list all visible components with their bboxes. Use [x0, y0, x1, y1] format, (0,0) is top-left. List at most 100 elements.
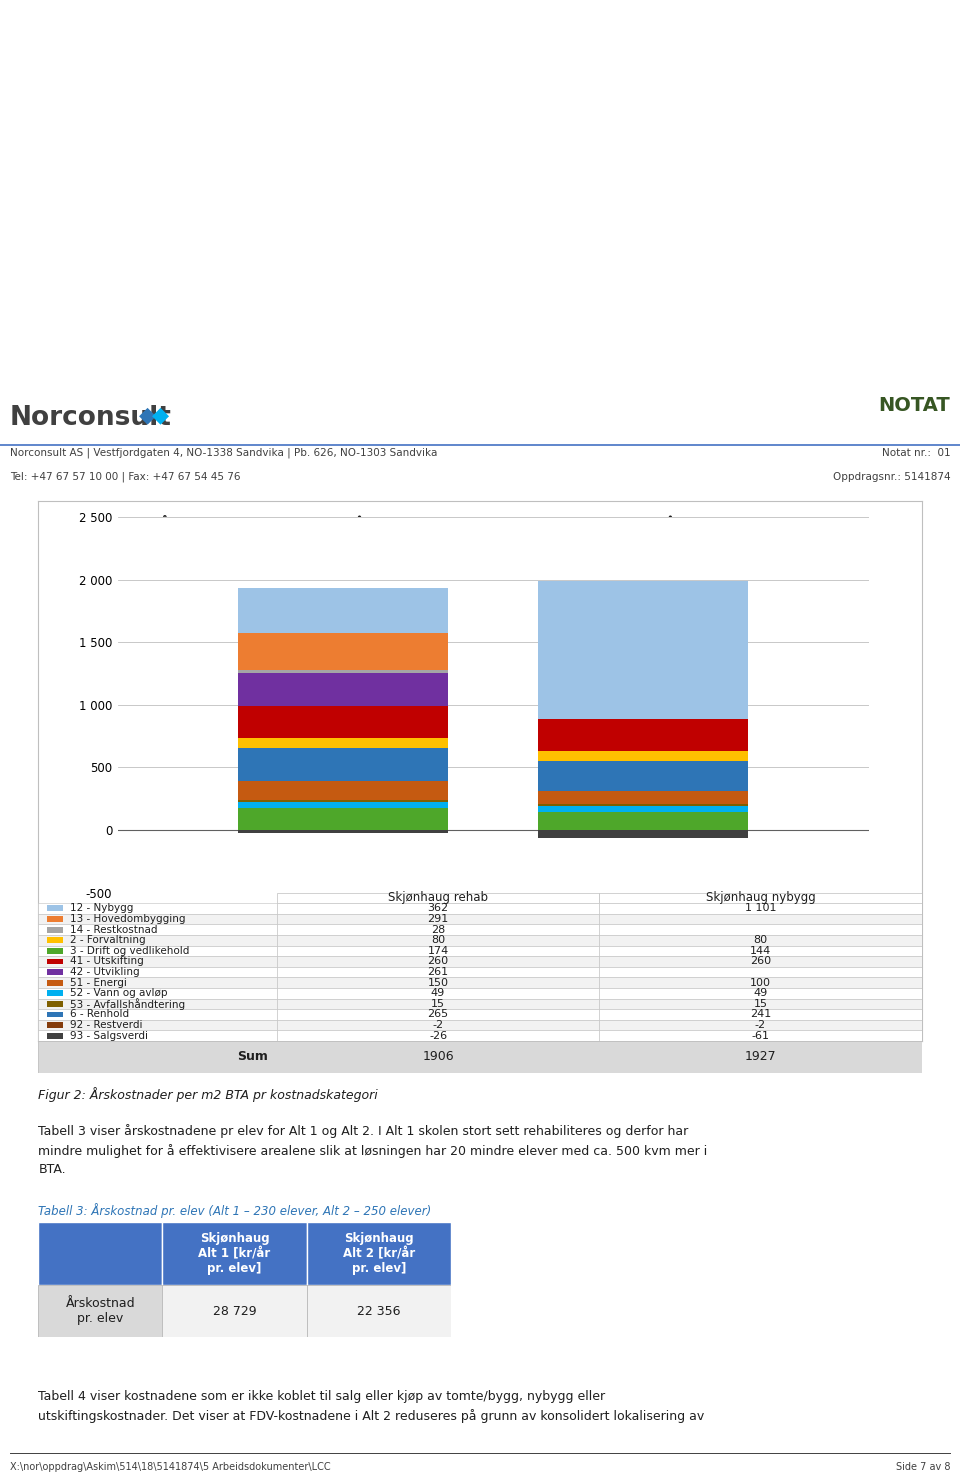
Text: 49: 49	[754, 989, 768, 999]
Bar	[276, 989, 599, 999]
Bar	[599, 925, 922, 935]
Bar	[47, 916, 63, 922]
Text: 12 - Nybygg: 12 - Nybygg	[70, 903, 133, 913]
Text: 15: 15	[754, 999, 767, 1009]
Text: Side 7 av 8: Side 7 av 8	[896, 1462, 950, 1471]
Text: 80: 80	[431, 935, 445, 946]
Bar	[238, 749, 448, 781]
Bar	[276, 935, 599, 946]
Text: -2: -2	[433, 1020, 444, 1030]
Bar	[599, 1020, 922, 1030]
Bar	[599, 977, 922, 989]
Bar	[38, 946, 276, 956]
Bar	[162, 1222, 306, 1285]
Bar	[306, 1285, 451, 1336]
Bar	[38, 1020, 276, 1030]
Bar	[238, 588, 448, 633]
Bar	[47, 990, 63, 996]
Bar	[38, 1009, 276, 1020]
Bar	[47, 1011, 63, 1017]
Text: 93 - Salgsverdi: 93 - Salgsverdi	[70, 1030, 148, 1040]
Text: ◆: ◆	[152, 406, 169, 425]
Bar	[238, 633, 448, 669]
Bar	[599, 956, 922, 966]
Text: 49: 49	[431, 989, 445, 999]
Bar	[276, 892, 599, 903]
Bar	[276, 999, 599, 1009]
Text: 261: 261	[427, 966, 448, 977]
Text: 1906: 1906	[422, 1051, 454, 1064]
Text: 53 - Avfallshåndtering: 53 - Avfallshåndtering	[70, 998, 185, 1009]
Text: -26: -26	[429, 1030, 447, 1040]
Text: 174: 174	[427, 946, 448, 956]
Bar	[276, 903, 599, 913]
Bar	[599, 913, 922, 925]
Bar	[599, 946, 922, 956]
Text: Årskostnader [kr/m2BTA pr år] - Alt 1 rehab og Alt 2 nybygg over en 60 års analy: Årskostnader [kr/m2BTA pr år] - Alt 1 re…	[160, 515, 800, 530]
Text: 13 - Hovedombygging: 13 - Hovedombygging	[70, 915, 185, 924]
Bar	[276, 1009, 599, 1020]
Bar	[539, 805, 749, 813]
Bar	[38, 935, 276, 946]
Text: 14 - Restkostnad: 14 - Restkostnad	[70, 925, 157, 935]
Bar	[599, 892, 922, 903]
Text: -2: -2	[755, 1020, 766, 1030]
Text: Oppdragsnr.: 5141874: Oppdragsnr.: 5141874	[832, 472, 950, 482]
Bar	[47, 980, 63, 986]
Bar	[238, 830, 448, 833]
Bar	[539, 830, 749, 838]
Bar	[539, 719, 749, 752]
Text: 150: 150	[427, 978, 448, 987]
Text: 2 - Forvaltning: 2 - Forvaltning	[70, 935, 146, 946]
Text: Figur 2: Årskostnader per m2 BTA pr kostnadskategori: Figur 2: Årskostnader per m2 BTA pr kost…	[38, 1088, 378, 1103]
Bar	[539, 582, 749, 719]
Bar	[238, 781, 448, 801]
Text: Tabell 4 viser kostnadene som er ikke koblet til salg eller kjøp av tomte/bygg, : Tabell 4 viser kostnadene som er ikke ko…	[38, 1390, 705, 1422]
Text: 265: 265	[427, 1009, 448, 1020]
Text: Skjønhaug nybygg: Skjønhaug nybygg	[706, 891, 815, 904]
Bar	[306, 1222, 451, 1285]
Bar	[38, 977, 276, 989]
Bar	[47, 959, 63, 965]
Text: 3 - Drift og vedlikehold: 3 - Drift og vedlikehold	[70, 946, 189, 956]
Bar	[38, 1285, 162, 1336]
Bar	[38, 989, 276, 999]
Text: NOTAT: NOTAT	[878, 397, 950, 416]
Bar	[539, 792, 749, 804]
Bar	[276, 956, 599, 966]
Text: 1 101: 1 101	[745, 903, 777, 913]
Bar	[539, 761, 749, 792]
Text: 260: 260	[750, 956, 771, 966]
Bar	[238, 673, 448, 706]
Bar	[38, 903, 276, 913]
Bar	[599, 1009, 922, 1020]
Bar	[539, 752, 749, 761]
Text: 28 729: 28 729	[213, 1305, 256, 1317]
Bar	[276, 1030, 599, 1040]
Bar	[38, 966, 276, 977]
Bar	[599, 935, 922, 946]
Text: 28: 28	[431, 925, 445, 935]
Bar	[38, 956, 276, 966]
Text: Skjønhaug rehab: Skjønhaug rehab	[388, 891, 488, 904]
Bar	[38, 1030, 276, 1040]
Text: 41 - Utskifting: 41 - Utskifting	[70, 956, 144, 966]
Text: 22 356: 22 356	[357, 1305, 400, 1317]
Bar	[47, 969, 63, 975]
Bar	[38, 913, 276, 925]
Text: Notat nr.:  01: Notat nr.: 01	[882, 447, 950, 457]
Bar	[539, 813, 749, 830]
Text: 100: 100	[750, 978, 771, 987]
Text: ◆: ◆	[139, 406, 156, 425]
Text: X:\nor\oppdrag\Askim\514\18\5141874\5 Arbeidsdokumenter\LCC: X:\nor\oppdrag\Askim\514\18\5141874\5 Ar…	[10, 1462, 330, 1471]
Text: Årskostnad
pr. elev: Årskostnad pr. elev	[65, 1296, 135, 1325]
Text: -61: -61	[752, 1030, 769, 1040]
Bar	[238, 706, 448, 739]
Text: Norconsult AS | Vestfjordgaten 4, NO-1338 Sandvika | Pb. 626, NO-1303 Sandvika: Norconsult AS | Vestfjordgaten 4, NO-133…	[10, 447, 437, 457]
Bar	[38, 925, 276, 935]
Bar	[47, 937, 63, 943]
Text: Sum: Sum	[237, 1051, 268, 1064]
Text: Skjønhaug
Alt 2 [kr/år
pr. elev]: Skjønhaug Alt 2 [kr/år pr. elev]	[343, 1231, 415, 1276]
Bar	[276, 925, 599, 935]
Bar	[599, 966, 922, 977]
